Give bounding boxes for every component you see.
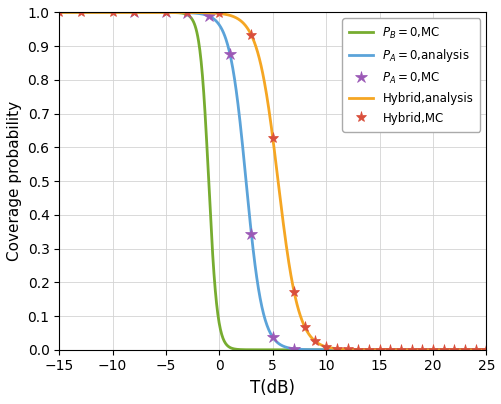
Hybrid,MC [440,347,446,352]
Hybrid,MC [333,346,339,351]
$P_{A}=0$,MC [269,335,275,340]
Hybrid,MC [163,10,169,15]
$P_{A}=0$,analysis [349,347,355,352]
Hybrid,MC [397,347,403,352]
$P_{A}=0$,MC [248,231,254,236]
Hybrid,analysis [482,347,488,352]
Hybrid,MC [355,347,361,352]
Hybrid,MC [471,347,477,352]
Hybrid,MC [365,347,371,352]
$P_{B}=0$,MC [388,347,394,352]
Hybrid,analysis [388,347,394,352]
$P_{B}=0$,MC [244,347,250,352]
$P_{A}=0$,analysis [100,10,106,15]
Hybrid,MC [344,347,350,352]
X-axis label: T(dB): T(dB) [250,379,295,397]
Hybrid,analysis [56,10,62,15]
$P_{A}=0$,analysis [244,191,250,196]
Hybrid,MC [482,347,488,352]
Hybrid,analysis [349,347,355,352]
$P_{A}=0$,MC [226,52,232,57]
Hybrid,analysis [244,25,250,30]
$P_{B}=0$,MC [349,347,355,352]
$P_{A}=0$,MC [131,10,137,15]
Hybrid,MC [429,347,435,352]
$P_{B}=0$,MC [100,10,106,15]
Legend: $P_{B}=0$,MC, $P_{A}=0$,analysis, $P_{A}=0$,MC, Hybrid,analysis, Hybrid,MC: $P_{B}=0$,MC, $P_{A}=0$,analysis, $P_{A}… [342,18,479,132]
$P_{A}=0$,MC [184,10,190,15]
Hybrid,MC [131,10,137,15]
Hybrid,MC [109,10,115,15]
$P_{B}=0$,MC [56,10,62,15]
Hybrid,MC [291,290,297,295]
$P_{A}=0$,analysis [396,347,402,352]
Hybrid,MC [461,347,467,352]
$P_{B}=0$,MC [482,347,488,352]
$P_{A}=0$,MC [205,14,211,19]
Hybrid,MC [376,347,382,352]
$P_{A}=0$,analysis [228,61,234,66]
Line: Hybrid,analysis: Hybrid,analysis [59,13,485,350]
Line: Hybrid,MC: Hybrid,MC [54,7,491,356]
$P_{B}=0$,MC [228,346,234,351]
Line: $P_{A}=0$,analysis: $P_{A}=0$,analysis [59,13,485,350]
Hybrid,MC [450,347,456,352]
$P_{A}=0$,MC [291,346,297,351]
Hybrid,MC [408,347,414,352]
Hybrid,MC [78,10,84,15]
$P_{A}=0$,analysis [56,10,62,15]
Hybrid,MC [248,33,254,38]
Hybrid,analysis [100,10,106,15]
Hybrid,MC [323,344,329,349]
$P_{A}=0$,analysis [388,347,394,352]
Hybrid,MC [269,135,275,140]
$P_{A}=0$,MC [163,10,169,15]
Y-axis label: Coverage probability: Coverage probability [7,101,22,261]
Hybrid,MC [56,10,62,15]
Hybrid,MC [418,347,424,352]
Hybrid,analysis [228,14,234,19]
$P_{B}=0$,MC [396,347,402,352]
Hybrid,MC [386,347,392,352]
Hybrid,MC [312,339,318,344]
Hybrid,MC [216,11,222,16]
Line: $P_{A}=0$,MC: $P_{A}=0$,MC [127,6,300,355]
Hybrid,MC [301,324,307,329]
$P_{A}=0$,analysis [482,347,488,352]
Hybrid,analysis [396,347,402,352]
Hybrid,MC [184,10,190,15]
Line: $P_{B}=0$,MC: $P_{B}=0$,MC [59,13,485,350]
